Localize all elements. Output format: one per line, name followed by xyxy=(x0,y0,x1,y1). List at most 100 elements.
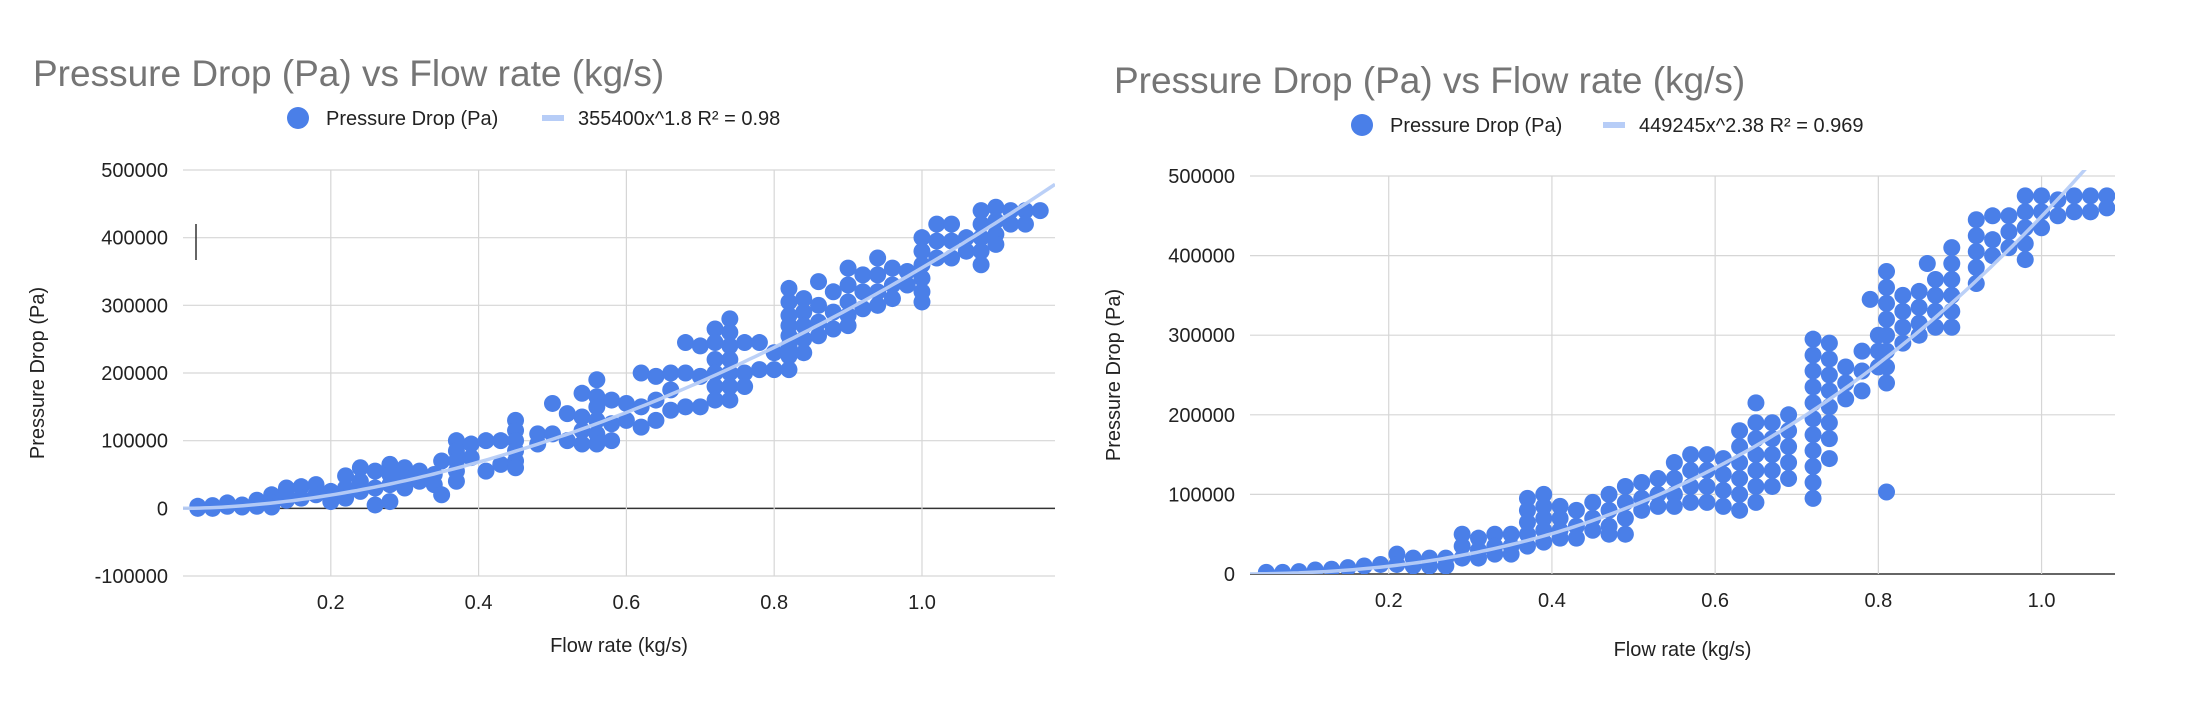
data-point xyxy=(1535,485,1553,503)
data-point xyxy=(869,249,887,267)
trendline xyxy=(183,182,1055,511)
data-point xyxy=(1804,458,1822,476)
data-point xyxy=(1502,545,1520,563)
data-point xyxy=(1853,342,1871,360)
data-point xyxy=(1804,426,1822,444)
y-tick-label: 0 xyxy=(1224,564,1235,586)
y-tick-label: 500000 xyxy=(1168,166,1235,188)
data-point xyxy=(765,361,783,379)
data-point xyxy=(706,334,724,352)
data-point xyxy=(854,283,872,301)
data-point xyxy=(795,344,813,362)
y-tick-label: 300000 xyxy=(101,295,168,317)
data-point xyxy=(1804,489,1822,507)
data-point xyxy=(1967,243,1985,261)
x-tick-label: 1.0 xyxy=(2028,590,2056,612)
x-tick-label: 0.4 xyxy=(1538,590,1566,612)
data-point xyxy=(1967,259,1985,277)
y-tick-label: 100000 xyxy=(1168,484,1235,506)
data-point xyxy=(1714,481,1732,499)
data-point xyxy=(1820,334,1838,352)
data-points xyxy=(189,198,1049,517)
x-tick-label: 1.0 xyxy=(908,592,936,614)
data-point xyxy=(1633,473,1651,491)
data-point xyxy=(1878,294,1896,312)
data-point xyxy=(1967,227,1985,245)
y-tick-label: 200000 xyxy=(1168,405,1235,427)
data-point xyxy=(691,398,709,416)
data-point xyxy=(1894,302,1912,320)
data-point xyxy=(1502,525,1520,543)
data-point xyxy=(1518,513,1536,531)
data-point xyxy=(1984,207,2002,225)
x-tick-label: 0.6 xyxy=(612,592,640,614)
legend-trendline-label: 449245x^2.38 R² = 0.969 xyxy=(1639,115,1864,137)
data-point xyxy=(721,310,739,328)
data-point xyxy=(736,364,754,382)
data-point xyxy=(1926,270,1944,288)
data-point xyxy=(824,283,842,301)
data-point xyxy=(1763,414,1781,432)
data-point xyxy=(810,273,828,291)
data-point xyxy=(1747,477,1765,495)
data-point xyxy=(477,462,495,480)
data-point xyxy=(1551,509,1569,527)
y-tick-label: 0 xyxy=(157,498,168,520)
data-point xyxy=(558,405,576,423)
data-point xyxy=(573,435,591,453)
data-point xyxy=(1616,509,1634,527)
y-tick-label: 100000 xyxy=(101,431,168,453)
data-point xyxy=(810,327,828,345)
data-point xyxy=(1878,278,1896,296)
y-tick-label: -100000 xyxy=(95,566,168,588)
data-point xyxy=(588,371,606,389)
data-point xyxy=(839,276,857,294)
data-point xyxy=(337,467,355,485)
data-point xyxy=(2000,223,2018,241)
data-point xyxy=(706,350,724,368)
data-point xyxy=(433,486,451,504)
chart-right-svg: Pressure Drop (Pa) vs Flow rate (kg/s) Pr… xyxy=(1105,60,2115,661)
data-point xyxy=(1731,501,1749,519)
data-point xyxy=(2016,187,2034,205)
data-point xyxy=(617,411,635,429)
data-point xyxy=(1837,390,1855,408)
data-point xyxy=(1600,525,1618,543)
data-point xyxy=(780,347,798,365)
y-axis-label: Pressure Drop (Pa) xyxy=(1105,289,1125,461)
data-point xyxy=(1616,525,1634,543)
data-point xyxy=(1486,525,1504,543)
data-point xyxy=(1633,501,1651,519)
data-point xyxy=(1763,477,1781,495)
y-axis-label: Pressure Drop (Pa) xyxy=(27,287,49,459)
data-point xyxy=(1551,497,1569,515)
data-point xyxy=(1274,563,1292,574)
data-point xyxy=(632,364,650,382)
data-point xyxy=(1780,422,1798,440)
legend-series-label: Pressure Drop (Pa) xyxy=(1390,115,1562,137)
data-point xyxy=(1853,382,1871,400)
data-point xyxy=(913,293,931,311)
data-point xyxy=(1780,438,1798,456)
data-point xyxy=(1747,462,1765,480)
data-point xyxy=(972,256,990,274)
chart-right: Pressure Drop (Pa) vs Flow rate (kg/s) Pr… xyxy=(1105,0,2209,703)
x-axis-label: Flow rate (kg/s) xyxy=(1614,639,1752,661)
data-point xyxy=(1820,414,1838,432)
data-point xyxy=(2098,187,2115,205)
data-point xyxy=(677,334,695,352)
x-tick-label: 0.8 xyxy=(760,592,788,614)
data-point xyxy=(1731,422,1749,440)
data-point xyxy=(1567,529,1585,547)
data-point xyxy=(928,232,946,250)
data-point xyxy=(381,493,399,511)
y-tick-label: 500000 xyxy=(101,160,168,182)
data-point xyxy=(1943,255,1961,273)
data-point xyxy=(1698,446,1716,464)
data-point xyxy=(2033,219,2051,237)
data-point xyxy=(810,296,828,314)
data-point xyxy=(1780,469,1798,487)
data-point xyxy=(1837,374,1855,392)
data-point xyxy=(854,266,872,284)
data-point xyxy=(780,293,798,311)
